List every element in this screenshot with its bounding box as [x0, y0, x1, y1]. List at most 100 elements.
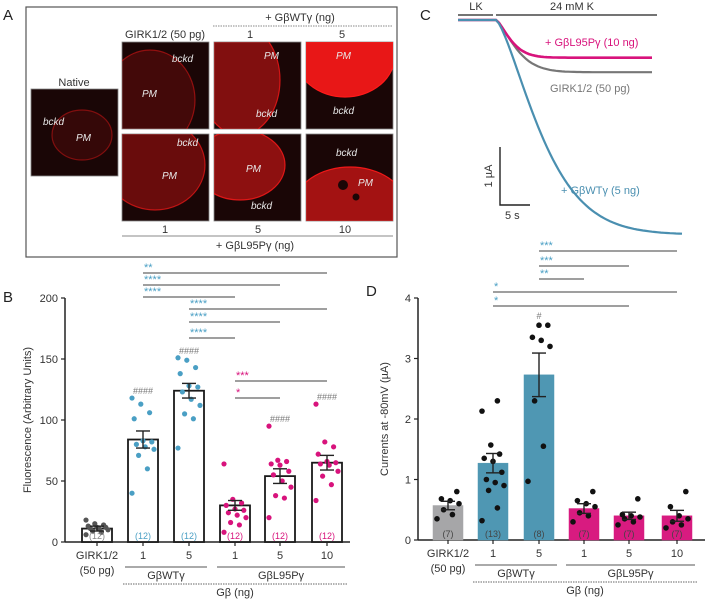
data-point: [184, 357, 190, 363]
data-point: [456, 500, 462, 507]
y-axis-label: Currents at -80mV (µA): [379, 362, 391, 476]
x-tick-label: 1: [140, 550, 146, 562]
data-point: [270, 472, 276, 478]
data-point: [136, 452, 142, 458]
data-point: [585, 513, 592, 519]
data-point: [485, 487, 492, 494]
y-tick-label: 0: [405, 535, 411, 547]
trace-label: GIRK1/2 (50 pg): [550, 83, 630, 95]
hash-mark: ####: [270, 414, 290, 424]
group-label: GβWTγ: [147, 570, 185, 582]
wt-dose-1: 1: [247, 29, 253, 41]
bar-group: (7) 1: [568, 488, 600, 560]
x-tick-label: (50 pg): [80, 565, 115, 577]
panel-letter-c: C: [420, 7, 431, 24]
n-label: (12): [181, 531, 197, 541]
data-point: [131, 416, 137, 422]
bar-group: (12) 1: [219, 461, 251, 562]
data-point: [273, 493, 279, 499]
data-point: [434, 516, 440, 522]
bar-group: (8) #5: [523, 311, 555, 560]
data-point: [266, 423, 272, 429]
l95p-dose-10: 10: [339, 224, 351, 236]
data-point: [529, 334, 536, 341]
pm-label: PM: [142, 89, 158, 100]
data-point: [481, 455, 488, 462]
bar-group: (13) 1: [477, 398, 509, 560]
data-point: [177, 371, 183, 377]
data-point: [320, 473, 326, 479]
data-point: [492, 479, 499, 486]
data-point: [322, 439, 328, 445]
bar-group: (12) #### 1: [127, 386, 159, 562]
data-point: [545, 322, 551, 329]
significance-stars: *: [494, 295, 499, 307]
data-point: [570, 519, 576, 525]
micrograph-background: [121, 41, 210, 130]
oocyte-membrane: [306, 42, 393, 98]
oocyte-membrane: [122, 49, 196, 129]
scale-bar-y-label: 1 µA: [483, 164, 495, 188]
oocyte-membrane: [214, 42, 281, 129]
wt-header: + GβWTγ (ng): [265, 12, 335, 24]
scale-bar-x-label: 5 s: [505, 210, 520, 222]
current-trace: [458, 18, 683, 235]
data-point: [333, 460, 339, 466]
x-tick-label: 10: [671, 548, 683, 560]
micrograph-wt-5: PM bckd: [305, 41, 394, 130]
data-point: [243, 515, 249, 521]
micrograph-background: [30, 88, 119, 177]
y-tick-label: 50: [46, 476, 58, 488]
data-point: [223, 502, 229, 508]
significance-stars: *: [494, 281, 499, 293]
significance-stars: ***: [540, 255, 554, 267]
x-tick-label: 1: [490, 548, 496, 560]
data-point: [494, 398, 501, 404]
bckd-label: bckd: [256, 109, 278, 120]
panel-letter-b: B: [3, 289, 13, 306]
n-label: (12): [89, 531, 105, 541]
panel-b-chart: 0 50 100 150 200 Fluorescence (Arbitrary Unit…: [22, 262, 350, 599]
data-point: [454, 488, 460, 495]
panel-a-frame: [25, 6, 398, 258]
data-point: [540, 443, 547, 450]
bar-group: (12) #### 5: [264, 414, 296, 562]
panel-c-traces: LK 24 mM K + GβL95Pγ (10 ng) GIRK1/2 (50 pg…: [458, 1, 683, 235]
bar: [523, 374, 555, 541]
wt-dose-5: 5: [339, 29, 345, 41]
data-point: [683, 488, 689, 495]
data-point: [175, 355, 181, 361]
lk-label: LK: [469, 1, 483, 13]
data-point: [275, 457, 281, 463]
data-point: [538, 337, 544, 344]
y-axis-label: Fluorescence (Arbitrary Units): [22, 347, 34, 493]
data-point: [663, 525, 669, 531]
n-label: (12): [135, 531, 151, 541]
oocyte-membrane: [122, 134, 206, 211]
micrograph-l95p-5: PM bckd: [213, 133, 302, 222]
x-tick-label: 1: [581, 548, 587, 560]
x-tick-label: 5: [536, 548, 542, 560]
data-point: [479, 408, 485, 414]
n-label: (7): [624, 529, 635, 539]
current-trace: [458, 18, 652, 59]
significance-stars: **: [144, 262, 153, 274]
x-tick-label: 5: [277, 550, 283, 562]
data-point: [195, 384, 201, 390]
significance-stars: *: [236, 387, 241, 399]
significance-stars: ***: [540, 240, 554, 252]
y-tick-label: 150: [40, 354, 58, 366]
data-point: [197, 402, 203, 408]
data-point: [619, 511, 626, 518]
data-point: [281, 495, 287, 501]
data-point: [144, 466, 150, 472]
data-point: [685, 516, 691, 522]
data-point: [221, 529, 227, 535]
group-label: GβWTγ: [497, 568, 535, 580]
data-point: [286, 468, 292, 474]
hash-mark: ####: [317, 392, 337, 402]
panel-d-chart: 0 1 2 3 4 Currents at -80mV (µA) (7) GIRK1/2 (50…: [379, 240, 705, 597]
l95p-dose-1: 1: [162, 224, 168, 236]
data-point: [193, 364, 199, 371]
bar-group: (12) #### 10: [311, 392, 343, 562]
